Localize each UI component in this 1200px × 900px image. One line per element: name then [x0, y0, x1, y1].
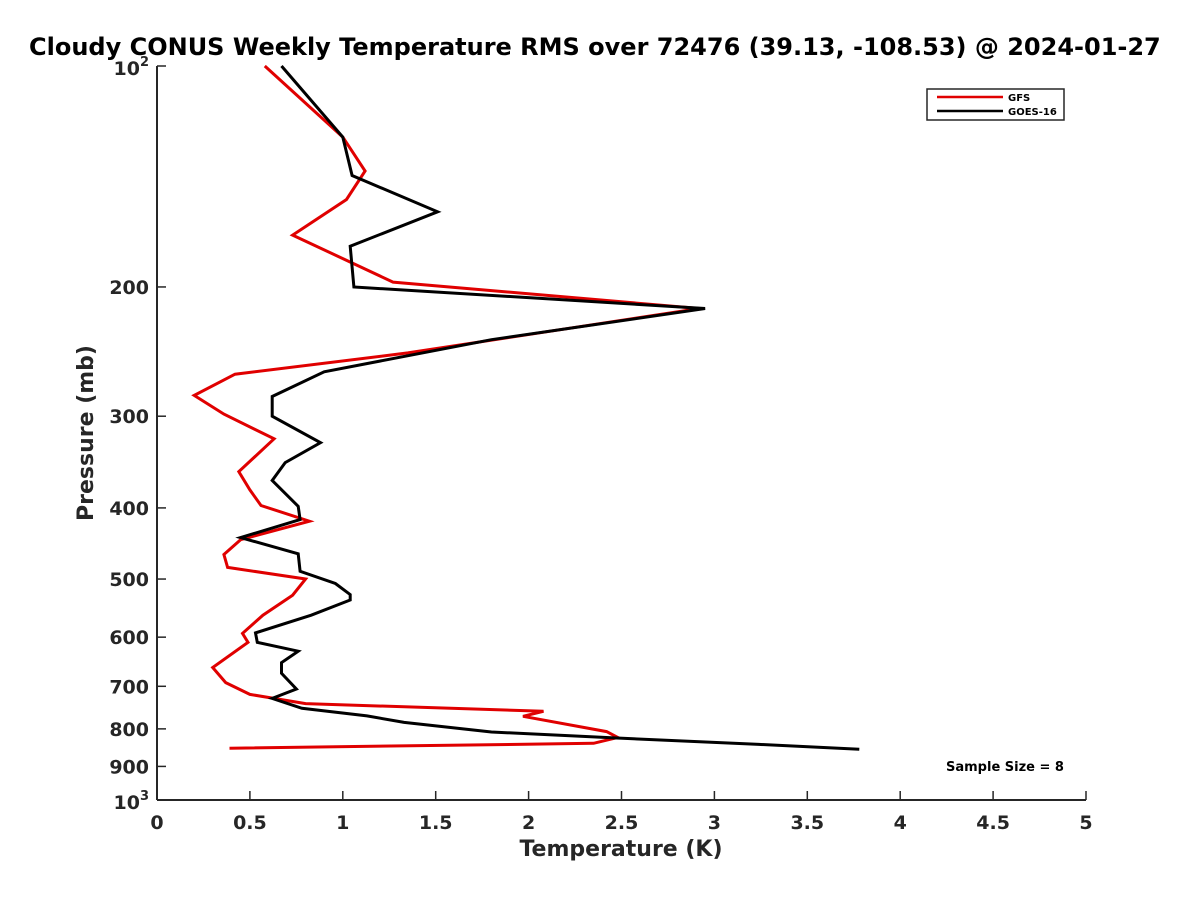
y-tick-label: 400	[109, 498, 149, 520]
x-tick-label: 3.5	[790, 812, 824, 834]
x-tick-label: 1	[336, 812, 349, 834]
series-line-goes-16	[235, 65, 860, 751]
x-tick-label: 5	[1079, 812, 1092, 834]
series-layer	[191, 64, 860, 751]
legend-label: GOES-16	[1008, 107, 1057, 118]
x-tick-label: 2	[522, 812, 535, 834]
sample-size-annotation: Sample Size = 8	[946, 760, 1064, 775]
y-tick-label: 500	[109, 569, 149, 591]
legend-box	[926, 88, 1065, 121]
legend: GFS GOES-16	[926, 88, 1065, 121]
x-tick-label: 2.5	[605, 812, 639, 834]
y-tick-label: 102	[114, 55, 150, 80]
y-tick-label: 900	[109, 756, 149, 778]
y-tick-label: 700	[109, 676, 149, 698]
y-ticks: 102 200 300 400 500 600 700 800 900 103	[109, 55, 166, 814]
series-line-gfs	[191, 64, 700, 750]
legend-label: GFS	[1008, 93, 1030, 104]
chart-title: Cloudy CONUS Weekly Temperature RMS over…	[29, 33, 1161, 61]
x-ticks: 0 0.5 1 1.5 2 2.5 3 3.5 4 4.5 5	[150, 791, 1093, 834]
x-tick-label: 4	[894, 812, 907, 834]
x-tick-label: 0	[150, 812, 163, 834]
y-tick-label: 103	[114, 789, 150, 814]
y-tick-label: 800	[109, 719, 149, 741]
x-tick-label: 1.5	[419, 812, 453, 834]
x-tick-label: 0.5	[233, 812, 267, 834]
x-axis-label: Temperature (K)	[519, 837, 722, 862]
x-tick-label: 4.5	[976, 812, 1010, 834]
y-axis-label: Pressure (mb)	[74, 345, 99, 521]
y-tick-label: 200	[109, 277, 149, 299]
x-tick-label: 3	[708, 812, 721, 834]
y-tick-label: 300	[109, 406, 149, 428]
y-tick-label: 600	[109, 627, 149, 649]
